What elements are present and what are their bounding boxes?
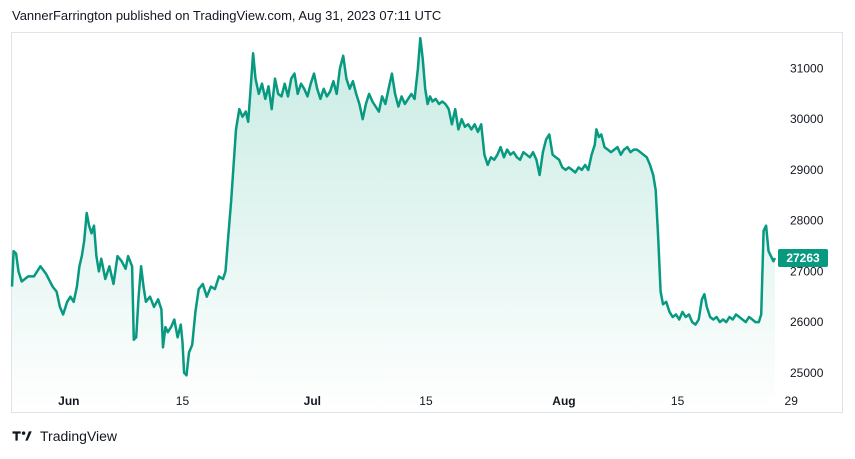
last-price-tag: 27263 <box>778 249 828 268</box>
y-axis: 25000 26000 27000 28000 29000 30000 31000 <box>790 62 824 380</box>
footer: TradingView <box>12 428 117 444</box>
line-layer <box>10 36 777 377</box>
footer-brand: TradingView <box>40 428 118 444</box>
x-axis: Jun 15 Jul 15 Aug 15 29 <box>58 394 798 408</box>
last-price-badge <box>778 249 828 268</box>
chart-frame <box>11 32 843 413</box>
price-line <box>10 36 777 377</box>
x-tick-label: 15 <box>671 394 685 408</box>
y-tick-label: 28000 <box>790 214 824 228</box>
x-tick-label: 15 <box>419 394 433 408</box>
price-area <box>12 38 775 412</box>
publisher-line: VannerFarrington published on TradingVie… <box>12 8 442 23</box>
x-tick-label: 15 <box>176 394 190 408</box>
x-tick-label: 29 <box>785 394 799 408</box>
y-tick-label: 30000 <box>790 112 824 126</box>
last-price-label: 27263 <box>786 251 820 265</box>
area-layer <box>12 38 775 412</box>
tradingview-logo-icon <box>12 431 32 441</box>
y-tick-label: 31000 <box>790 62 824 76</box>
y-tick-label: 27000 <box>790 264 824 278</box>
y-tick-label: 25000 <box>790 366 824 380</box>
x-tick-label: Jul <box>304 394 321 408</box>
y-tick-label: 26000 <box>790 315 824 329</box>
y-tick-label: 29000 <box>790 163 824 177</box>
x-tick-label: Aug <box>552 394 575 408</box>
x-tick-label: Jun <box>58 394 79 408</box>
